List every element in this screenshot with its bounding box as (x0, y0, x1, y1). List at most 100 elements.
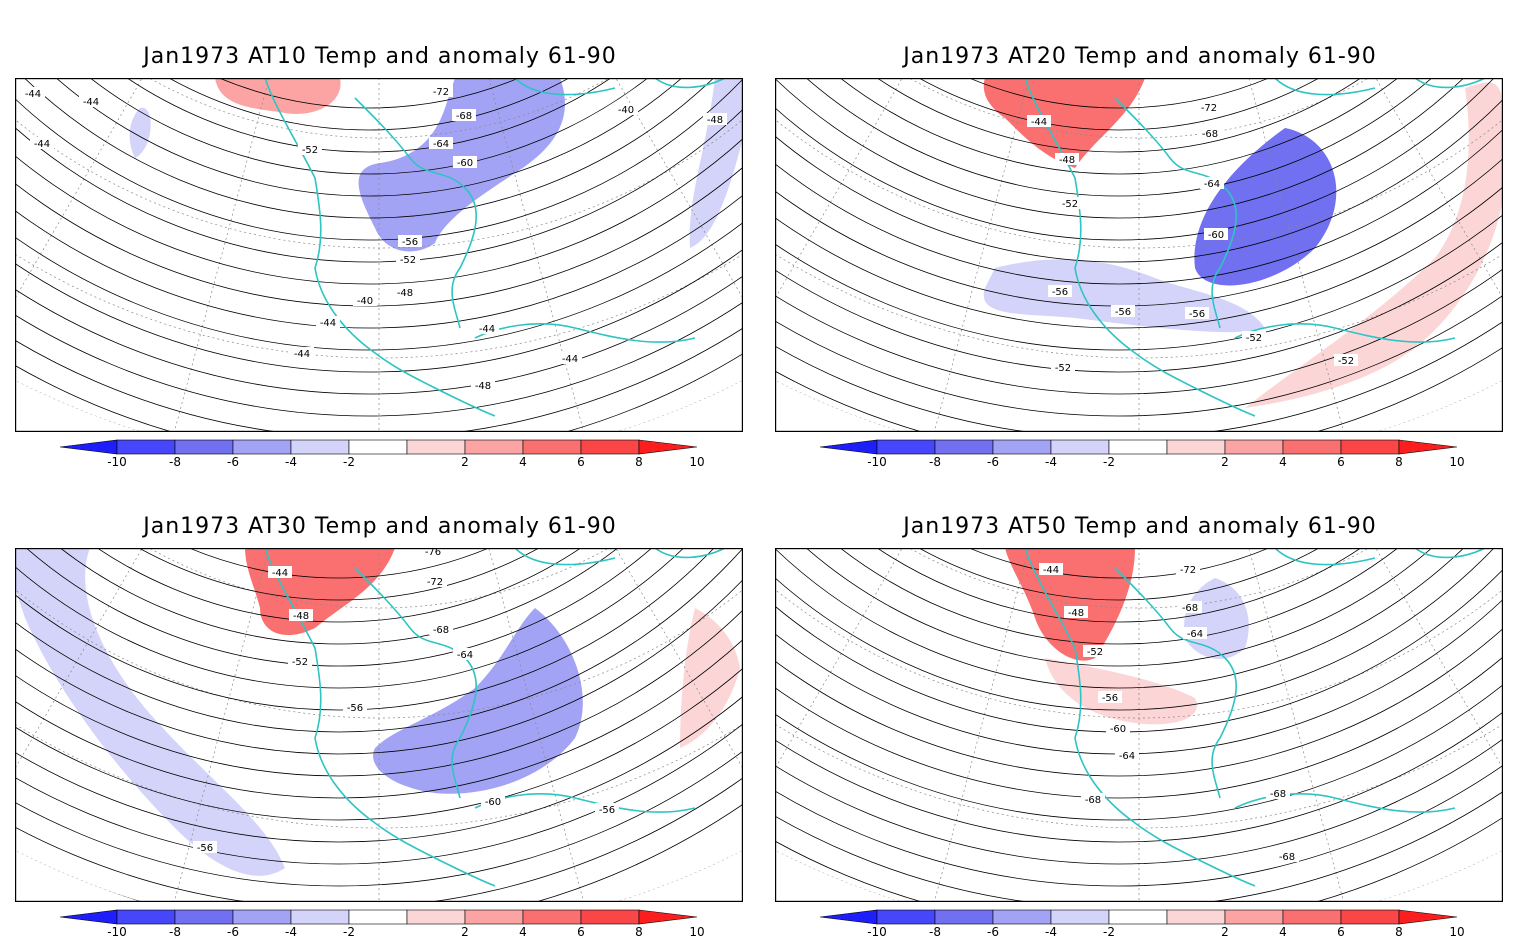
colorbar-segment (1108, 439, 1168, 455)
contour-label: -72 (1201, 103, 1217, 114)
map-area: -44 -72 -48 -68 -64 -52 -56 -60 -64 -68 -68 -68 (775, 548, 1503, 902)
colorbar-arrow-right (1398, 909, 1458, 925)
colorbar-tick-label: -8 (169, 925, 181, 939)
contour-label-bg (316, 316, 340, 328)
temperature-contour (15, 548, 743, 821)
contour-label: -68 (1270, 789, 1286, 800)
colorbar-tick-label: -8 (929, 455, 941, 469)
contour-label: -48 (293, 611, 309, 622)
contour-label-bg (79, 95, 103, 107)
contour-label-bg (1039, 563, 1063, 575)
contour-label: -40 (618, 105, 634, 116)
anomaly-region (680, 608, 740, 748)
colorbar-tick-label: 6 (577, 925, 585, 939)
temperature-contour (15, 78, 743, 395)
colorbar: -10 -8 -6 -4 -2 2 4 6 8 10 (59, 909, 705, 939)
colorbar-arrow-left (59, 439, 118, 455)
colorbar-segment (1340, 909, 1400, 925)
temperature-contour (775, 548, 1503, 843)
colorbar-tick-label: -2 (1103, 455, 1115, 469)
contour-label-bg (1027, 115, 1051, 127)
temperature-contour (15, 78, 743, 285)
contour-label: -44 (479, 324, 495, 335)
colorbar-tick-label: -10 (107, 925, 127, 939)
colorbar-tick-label: 6 (577, 455, 585, 469)
colorbar-segment (992, 439, 1052, 455)
contour-label: -44 (25, 89, 41, 100)
contour-label-bg (1098, 691, 1122, 703)
contour-label: -72 (433, 87, 449, 98)
map-frame (775, 548, 1503, 902)
colorbar-segment (406, 909, 466, 925)
colorbar-segment (1224, 909, 1284, 925)
temperature-contour (15, 78, 743, 373)
colorbar-segment (232, 439, 292, 455)
temperature-contour (15, 78, 743, 131)
contour-label-bg (558, 352, 582, 364)
temperature-contour (775, 78, 1503, 197)
colorbar-tick-label: -6 (227, 455, 239, 469)
colorbar-tick-label: -2 (343, 925, 355, 939)
colorbar-tick-label: 4 (1279, 455, 1287, 469)
colorbar-tick-label: -8 (929, 925, 941, 939)
contour-label: -44 (562, 354, 578, 365)
panel-title: Jan1973 AT50 Temp and anomaly 61-90 (903, 514, 1377, 539)
contour-label-bg (1051, 361, 1075, 373)
colorbar-tick-label: -10 (867, 455, 887, 469)
contour-label-bg (703, 113, 727, 125)
temperature-contour (15, 548, 743, 799)
contour-label: -64 (457, 650, 473, 661)
contour-label: -52 (1246, 333, 1262, 344)
contour-label-bg (429, 137, 453, 149)
colorbar-segment (348, 909, 408, 925)
colorbar-tick-label: 10 (689, 455, 704, 469)
colorbar-tick-label: 8 (1395, 455, 1403, 469)
temperature-contour (15, 78, 743, 175)
colorbar-segment (174, 439, 234, 455)
temperature-contour (775, 548, 1503, 579)
anomaly-region (1245, 82, 1503, 408)
temperature-contour (775, 78, 1503, 175)
temperature-contour (15, 78, 743, 197)
contour-label-bg (290, 347, 314, 359)
temperature-contour (15, 78, 743, 241)
contour-label-bg (289, 609, 313, 621)
contour-label-bg (1081, 793, 1105, 805)
colorbar-segment (464, 909, 524, 925)
map-frame (15, 78, 743, 432)
contour-label: -44 (320, 318, 336, 329)
contour-label: -40 (357, 296, 373, 307)
contour-label: -52 (302, 145, 318, 156)
contour-label: -44 (1043, 565, 1059, 576)
colorbar-arrow-left (819, 439, 878, 455)
map-area: -44 -76 -72 -48 -68 -52 -64 -56 -60 -56 -56 (15, 548, 743, 902)
contour-label: -76 (425, 548, 441, 558)
temperature-contour (775, 78, 1503, 351)
temperature-contour (775, 548, 1503, 711)
colorbar-segment (1340, 439, 1400, 455)
colorbar-segment (934, 439, 994, 455)
temperature-contour (775, 78, 1503, 263)
colorbar-tick-label: -4 (285, 925, 297, 939)
contour-label: -44 (294, 349, 310, 360)
anomaly-region (15, 548, 285, 876)
temperature-contour (15, 78, 743, 329)
colorbar-segment (522, 909, 582, 925)
temperature-contour (775, 78, 1503, 241)
contour-label: -56 (1052, 287, 1068, 298)
colorbar-segment (174, 909, 234, 925)
colorbar-tick-label: 2 (461, 455, 469, 469)
colorbar-arrow-right (638, 439, 698, 455)
contour-label-bg (1178, 601, 1202, 613)
contour-label-bg (396, 253, 420, 265)
map-frame (15, 548, 743, 902)
contour-label: -68 (1279, 852, 1295, 863)
temperature-contour (775, 548, 1503, 645)
temperature-contour (15, 548, 743, 865)
colorbar-arrow-left (59, 909, 118, 925)
colorbar-tick-label: 4 (519, 925, 527, 939)
contour-label: -68 (1202, 129, 1218, 140)
contour-label-bg (21, 87, 45, 99)
temperature-contour (775, 78, 1503, 417)
contour-label-bg (614, 103, 638, 115)
